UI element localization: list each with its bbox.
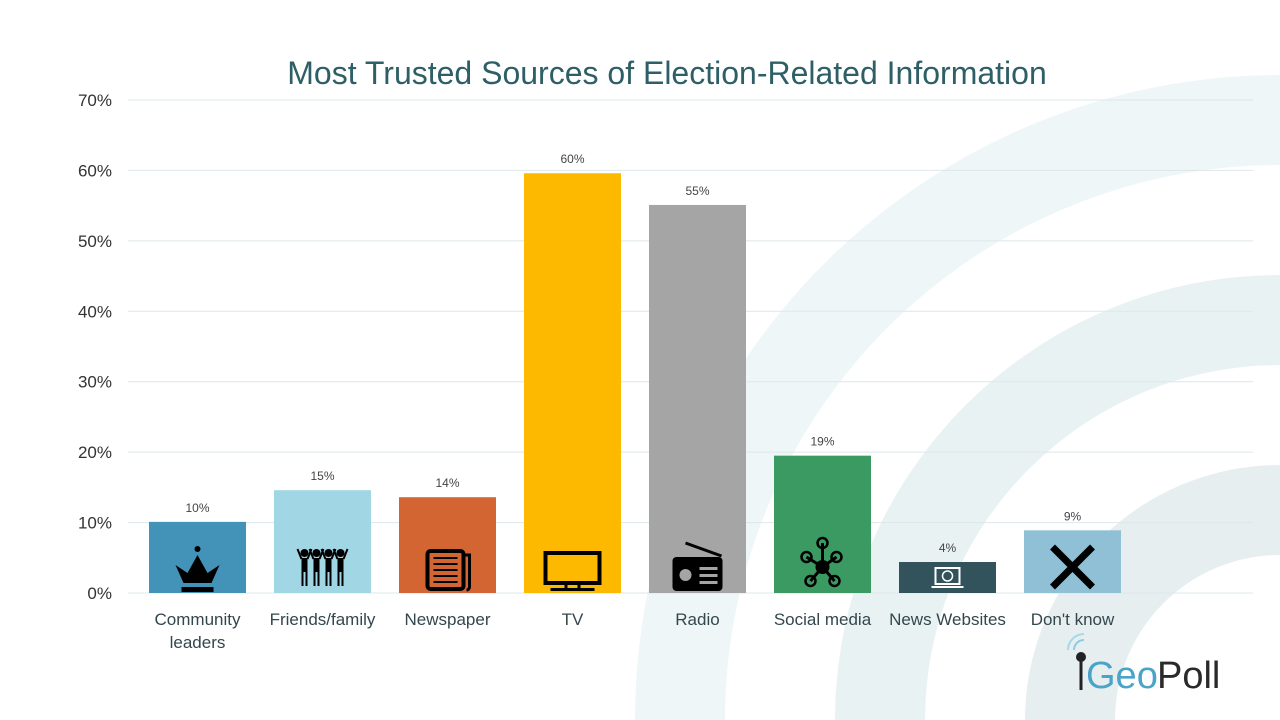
social-network-icon	[800, 536, 843, 588]
data-label: 55%	[685, 184, 709, 198]
data-label: 60%	[560, 152, 584, 166]
x-tick-label: Friends/family	[270, 610, 376, 629]
x-tick-label: Radio	[675, 610, 719, 629]
bar-group: 9% Don't know	[1024, 509, 1121, 629]
y-tick-label: 30%	[78, 373, 112, 392]
data-label: 19%	[810, 435, 834, 449]
people-icon	[296, 548, 349, 586]
crown-icon	[175, 546, 220, 592]
laptop-globe-icon	[931, 567, 964, 588]
x-icon	[1050, 544, 1095, 590]
geopoll-logo: Geo Poll	[1067, 633, 1220, 697]
data-label: 14%	[435, 476, 459, 490]
x-tick-label: TV	[562, 610, 584, 629]
data-label: 15%	[310, 469, 334, 483]
data-label: 10%	[185, 501, 209, 515]
y-tick-label: 20%	[78, 443, 112, 462]
y-tick-label: 70%	[78, 91, 112, 110]
chart-title: Most Trusted Sources of Election-Related…	[287, 55, 1046, 91]
bar	[899, 562, 996, 593]
bg-arc	[635, 75, 1280, 720]
background-arcs	[635, 75, 1280, 720]
radio-icon	[672, 541, 723, 591]
x-tick-label: leaders	[170, 633, 226, 652]
bg-arc	[835, 275, 1280, 720]
bar	[399, 497, 496, 593]
bar-group: 10% Community leaders	[149, 501, 246, 652]
bar-group: 14% Newspaper	[399, 476, 496, 629]
bar-group: 55% Radio	[649, 184, 746, 629]
bar	[1024, 530, 1121, 593]
x-tick-label: Community	[155, 610, 241, 629]
data-label: 9%	[1064, 509, 1082, 523]
bar	[649, 204, 746, 593]
y-tick-label: 50%	[78, 232, 112, 251]
bar-group: 4% News Websites	[889, 541, 1006, 629]
y-tick-label: 0%	[87, 584, 112, 603]
y-tick-label: 40%	[78, 302, 112, 321]
x-tick-label: Social media	[774, 610, 872, 629]
tv-icon	[543, 551, 602, 591]
logo-geo: Geo	[1086, 655, 1158, 697]
y-tick-label: 60%	[78, 161, 112, 180]
x-tick-label: News Websites	[889, 610, 1006, 629]
bar	[524, 173, 621, 593]
bar-group: 19% Social media	[774, 435, 872, 629]
x-tick-label: Newspaper	[405, 610, 491, 629]
newspaper-icon	[425, 549, 471, 592]
x-tick-label: Don't know	[1031, 610, 1115, 629]
bar-group: 15% Friends/family	[270, 469, 376, 629]
data-label: 4%	[939, 541, 957, 555]
bar	[274, 490, 371, 593]
y-tick-label: 10%	[78, 514, 112, 533]
logo-poll: Poll	[1157, 655, 1220, 697]
bar-group: 60% TV	[524, 152, 621, 629]
